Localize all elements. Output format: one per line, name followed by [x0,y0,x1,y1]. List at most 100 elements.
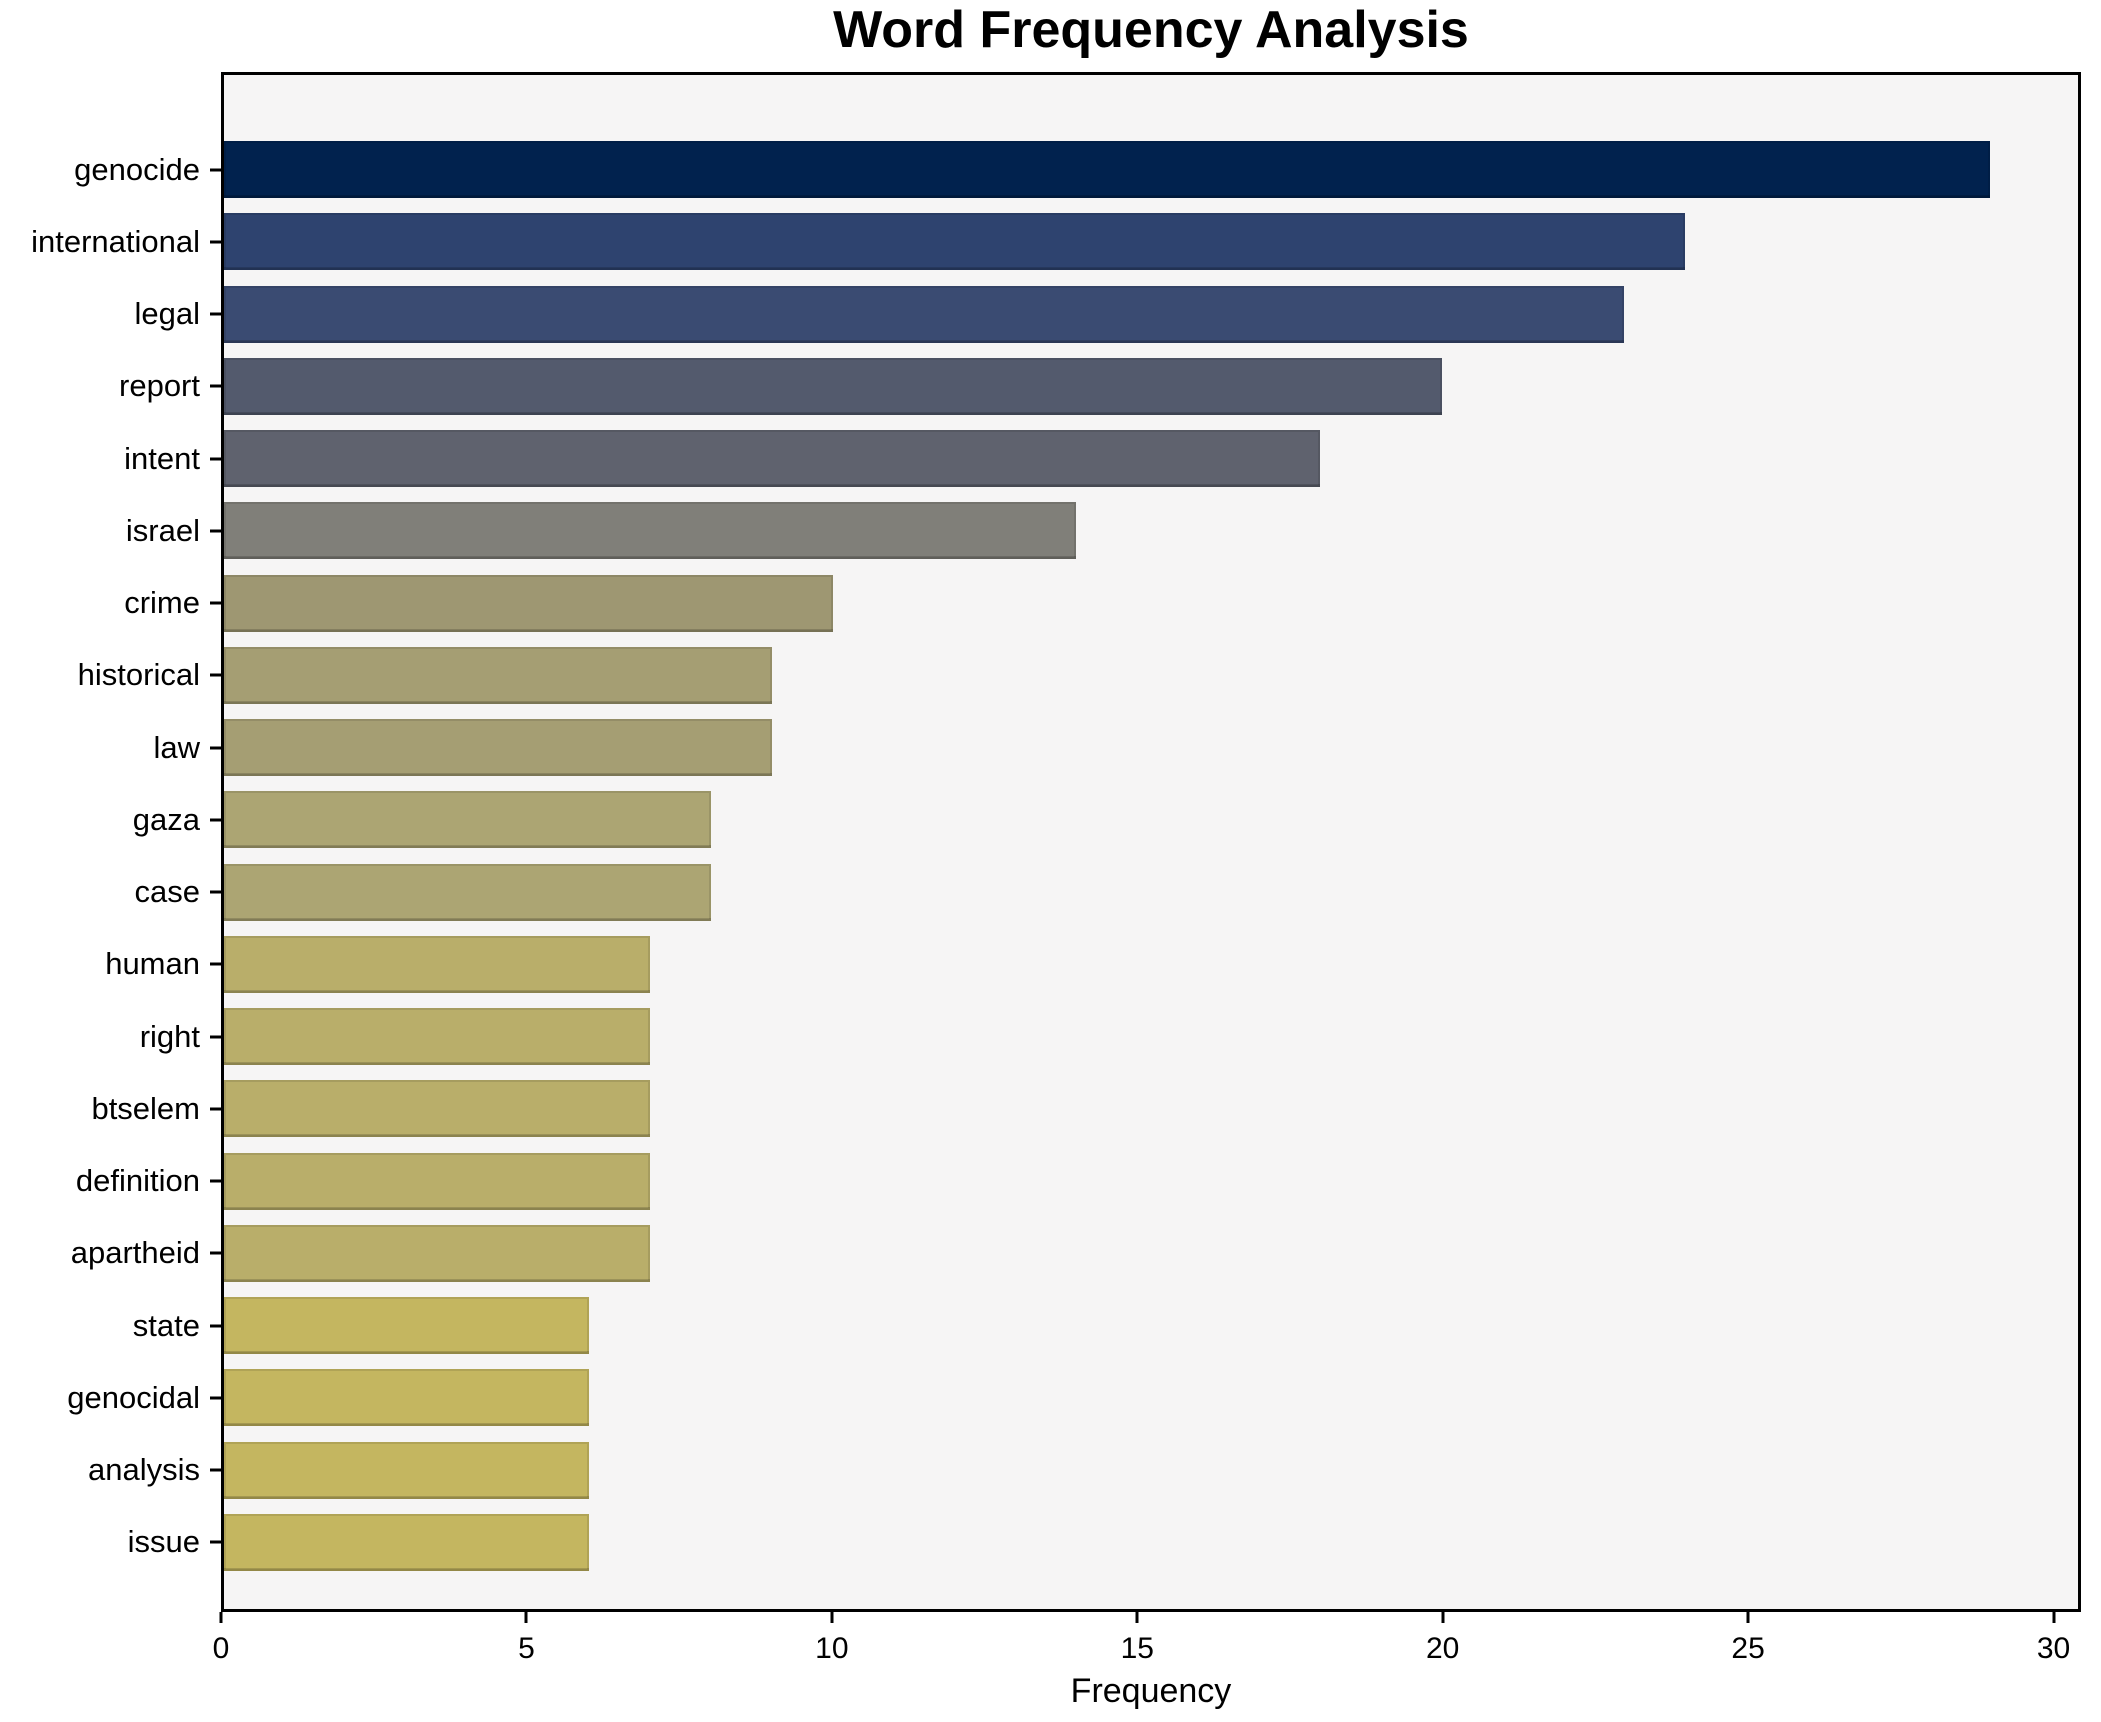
y-tick-label: genocide [74,151,200,187]
x-tick-mark [219,1612,223,1623]
x-tick-mark [1135,1612,1139,1623]
y-tick-mark [210,168,221,171]
y-tick-label: genocidal [67,1379,200,1415]
bar-row: historical [78,646,2078,704]
bar-analysis [224,1441,590,1499]
y-tick-mark [210,1107,221,1111]
bar-row: gaza [133,791,2078,849]
x-tick-label: 20 [1425,1632,1460,1665]
bar-genocidal [224,1369,590,1427]
bar-report [224,357,1442,415]
y-tick-mark [210,1540,221,1544]
y-tick-label: case [134,874,200,909]
x-tick-mark [830,1612,834,1623]
y-tick-label: definition [75,1163,200,1198]
plot-area: genocide international legal report intent is… [31,72,2081,1612]
bar-law [224,719,772,776]
bar-row: israel [126,502,2078,560]
x-axis: 0 5 10 15 20 25 30 [213,1612,2081,1702]
bar-row: state [133,1297,2078,1354]
bar-case [224,863,712,921]
x-tick-label: 5 [518,1632,535,1665]
bar-right [224,1008,651,1065]
y-tick-mark [210,1035,221,1038]
y-tick-label: gaza [132,801,200,837]
y-tick-label: israel [125,512,200,548]
y-tick-mark [210,312,221,316]
chart-title: Word Frequency Analysis [833,1,1469,59]
bar-row: case [135,863,2078,921]
bar-intent [224,430,1320,487]
bar-row: apartheid [71,1224,2078,1282]
bar-international [224,213,1686,271]
y-tick-mark [210,1468,221,1472]
y-tick-mark [210,240,221,244]
x-tick-label: 0 [212,1632,230,1665]
y-tick-mark [210,457,221,460]
y-tick-mark [210,746,221,749]
bar-genocide [224,141,1990,198]
x-axis-label: Frequency [1070,1672,1232,1710]
bar-legal [224,285,1625,343]
y-tick-label: law [153,729,200,765]
y-tick-mark [210,890,221,894]
y-tick-label: crime [124,585,200,620]
bar-row: genocide [74,141,2078,198]
y-tick-label: historical [77,657,200,693]
bar-row: issue [128,1513,2078,1571]
bar-gaza [224,791,712,849]
y-tick-mark [210,818,221,822]
bar-row: law [153,719,2078,776]
bar-row: legal [135,285,2078,343]
bar-row: international [31,213,2078,271]
bar-row: crime [124,574,2078,632]
bar-issue [224,1513,590,1571]
bar-human [224,935,651,993]
y-tick-mark [210,1179,221,1183]
bar-row: analysis [88,1441,2078,1499]
bar-crime [224,574,833,632]
bar-apartheid [224,1224,651,1282]
bar-historical [224,646,772,704]
x-tick-label: 15 [1120,1632,1154,1665]
bar-btselem [224,1080,651,1138]
x-tick-mark [1746,1612,1750,1623]
bar-row: definition [76,1152,2078,1210]
x-tick-label: 25 [1731,1632,1765,1665]
bar-definition [224,1152,651,1210]
y-tick-label: international [31,223,200,259]
y-tick-label: apartheid [70,1235,200,1271]
y-tick-mark [210,1324,221,1327]
y-tick-label: right [139,1018,200,1054]
x-tick-mark [2052,1612,2055,1623]
bar-row: report [119,357,2078,415]
bar-state [224,1297,590,1354]
x-tick-mark [1441,1612,1445,1623]
bar-row: right [140,1008,2078,1065]
y-tick-label: report [119,368,200,404]
y-tick-mark [210,529,221,533]
y-tick-mark [210,962,221,966]
y-tick-mark [210,601,221,605]
y-tick-label: human [105,946,200,982]
bar-row: btselem [91,1080,2078,1138]
y-tick-label: issue [127,1524,200,1560]
y-tick-label: intent [124,440,200,476]
y-tick-mark [210,673,221,677]
y-tick-mark [210,384,221,388]
x-tick-label: 10 [815,1632,849,1665]
y-tick-mark [210,1396,221,1400]
y-tick-label: state [132,1307,200,1343]
bar-israel [224,502,1077,560]
x-tick-label: 30 [2036,1632,2071,1665]
bar-row: genocidal [67,1369,2078,1427]
x-tick-mark [524,1612,528,1623]
y-tick-label: btselem [91,1090,200,1126]
bar-row: human [105,935,2078,993]
bars-container: genocide international legal report intent is… [31,75,2078,1609]
y-tick-mark [210,1251,221,1255]
y-tick-label: analysis [88,1452,200,1487]
y-tick-label: legal [134,296,201,331]
bar-row: intent [124,430,2078,487]
